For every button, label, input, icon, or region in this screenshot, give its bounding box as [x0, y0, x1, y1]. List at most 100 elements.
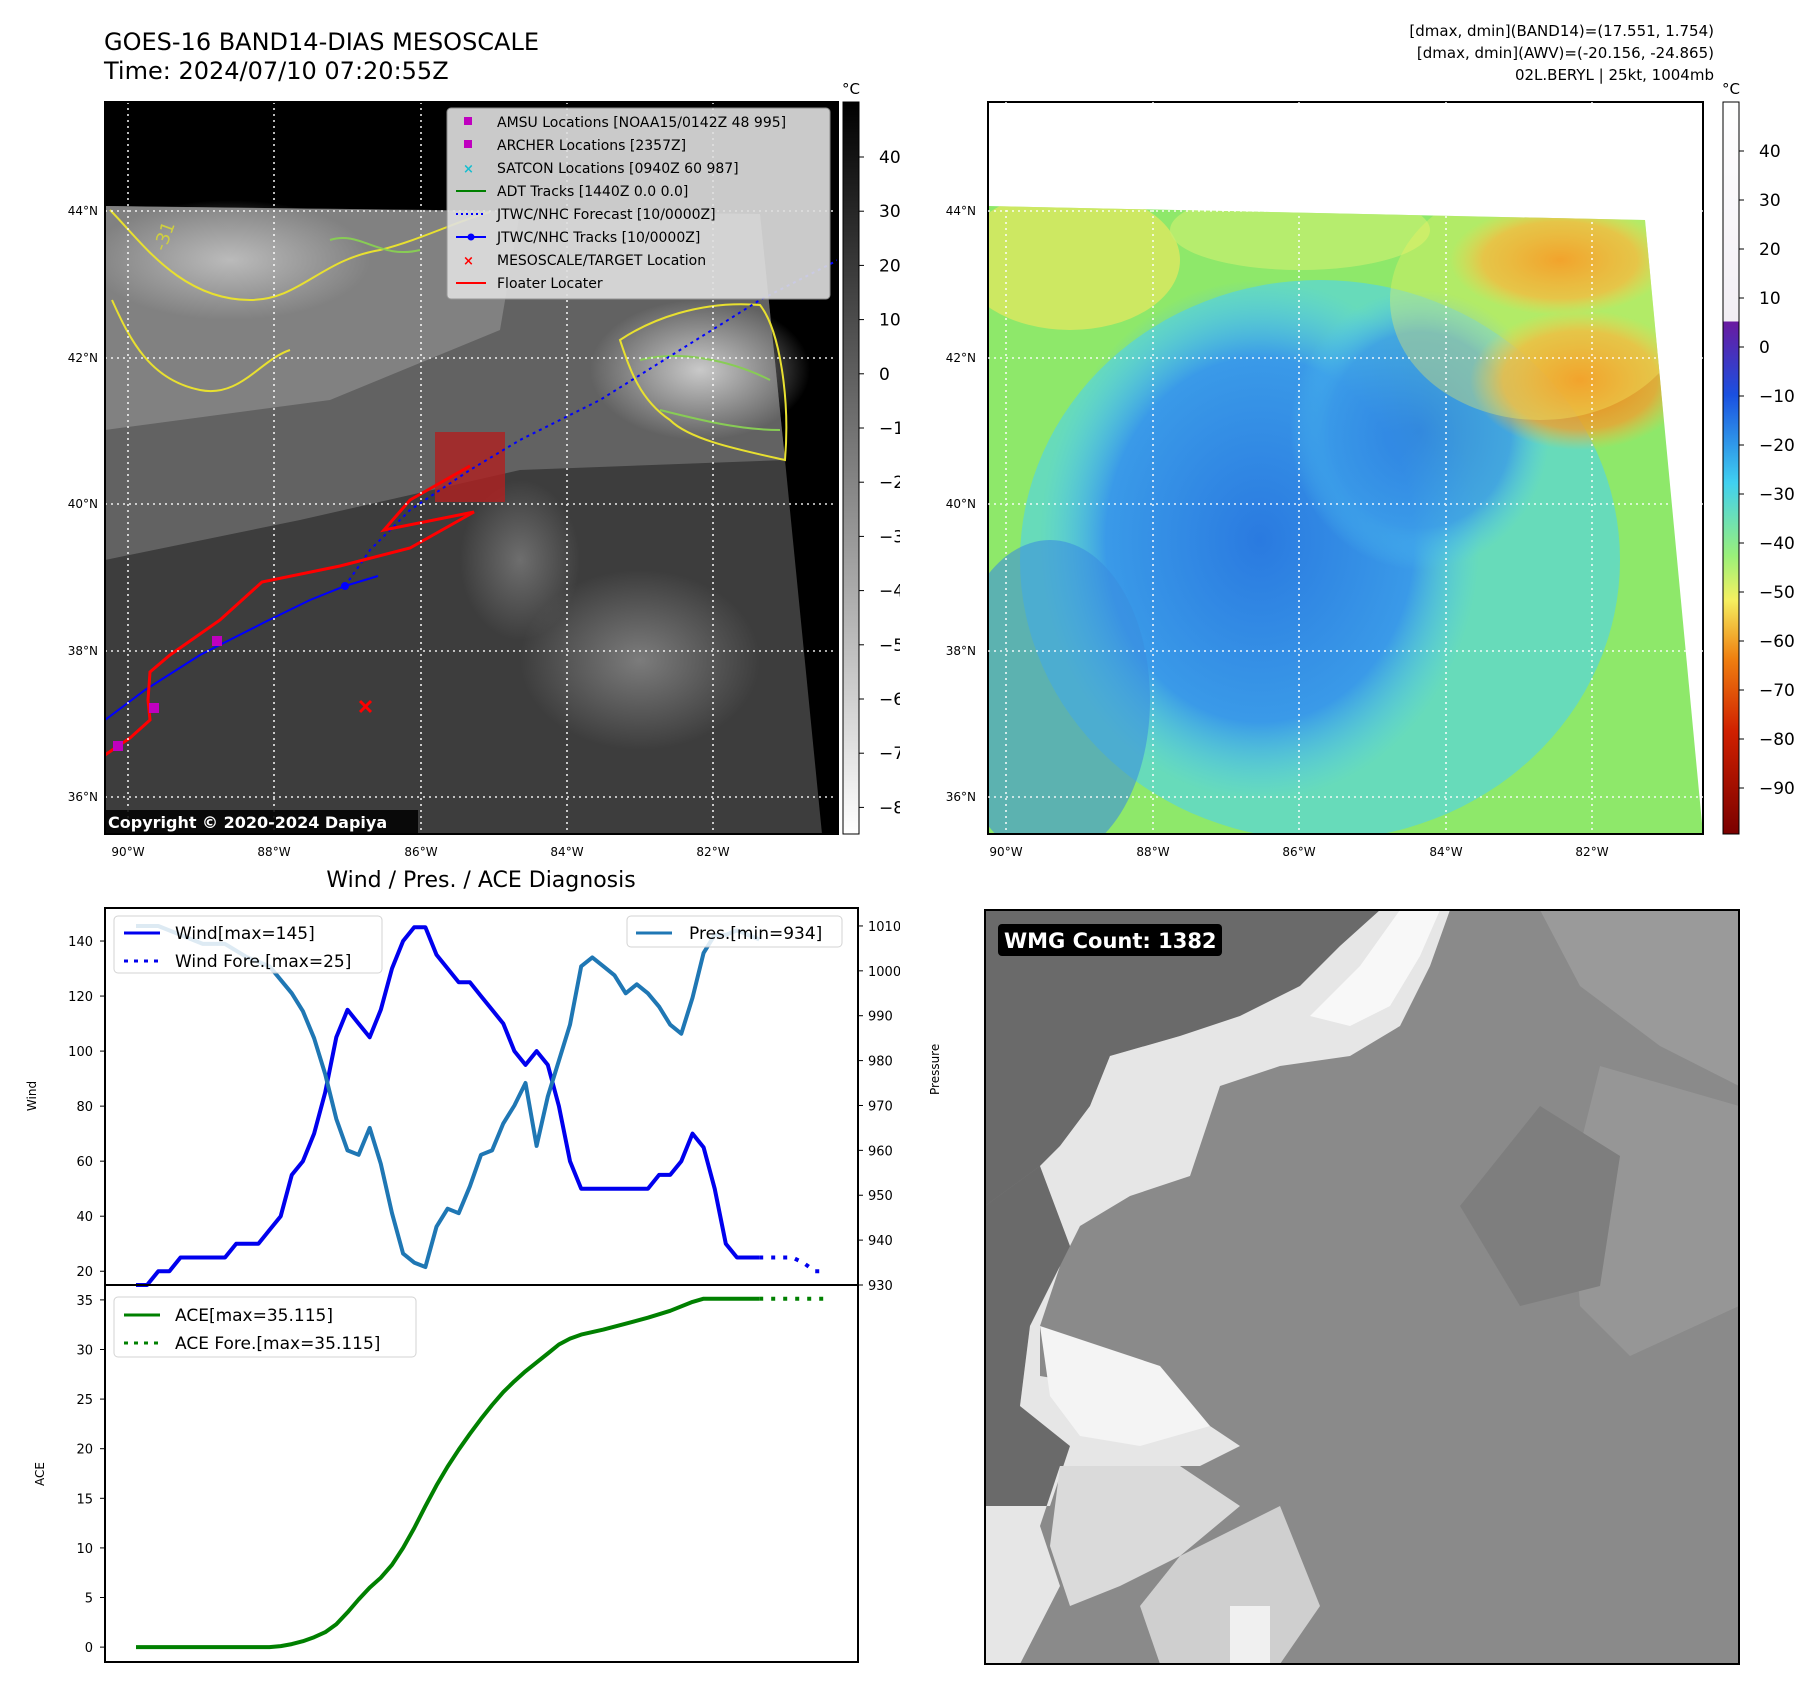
wv-colorbar-tick-label: −60 — [1759, 632, 1795, 652]
series-ace — [136, 1296, 760, 1650]
ir-colorbar-tick-label: −20 — [879, 473, 900, 493]
ace-ytick-label: 25 — [76, 1393, 93, 1408]
wind-ytick-label: 60 — [76, 1155, 93, 1170]
ace-ytick-label: 15 — [76, 1492, 93, 1507]
ir-colorbar-tick-label: −40 — [879, 582, 900, 602]
ir-colorbar-tick-label: 20 — [879, 256, 900, 276]
series-wind-fore — [759, 1255, 826, 1274]
ace-legend: ACE[max=35.115] ACE Fore.[max=35.115] — [113, 1296, 417, 1358]
wind-ytick-label: 120 — [68, 990, 93, 1005]
pres-ytick-label: 990 — [868, 1010, 893, 1025]
chart-title: Wind / Pres. / ACE Diagnosis — [326, 868, 635, 893]
wind-ytick-label: 40 — [76, 1210, 93, 1225]
ace-ytick-label: 10 — [76, 1542, 93, 1557]
jtwc-forecast — [344, 259, 838, 587]
ir-colorbar-tick-label: 30 — [879, 202, 900, 222]
wv-colorbar-tick-label: 40 — [1759, 142, 1781, 162]
pres-ytick-label: 1000 — [868, 965, 900, 980]
lat-label-38: 38°N — [68, 644, 98, 658]
wmg-panel: WMG Count: 1382 — [984, 909, 1740, 1665]
wmg-count-label: WMG Count: 1382 — [1004, 929, 1217, 953]
wv-colorbar-tick-label: −10 — [1759, 387, 1795, 407]
wind-ytick-label: 140 — [68, 935, 93, 950]
diagnosis-chart: Wind / Pres. / ACE Diagnosis 20406080100… — [25, 868, 900, 1663]
series-wind — [136, 925, 760, 1287]
wind-legend: Wind[max=145] Wind Fore.[max=25] — [113, 915, 383, 974]
ace-axis-label: ACE — [33, 1462, 47, 1486]
pres-ytick-label: 980 — [868, 1055, 893, 1070]
ir-colorbar-tick-label: 10 — [879, 311, 900, 331]
lon-label-82: 82°W — [696, 845, 729, 859]
copyright-label: Copyright © 2020-2024 Dapiya — [108, 813, 387, 832]
ir-map-panel: -31 Copyright © 2020-2024 Dapiya AMSU Lo… — [68, 80, 900, 859]
wv-colorbar — [1722, 101, 1740, 835]
lat-label-42: 42°N — [68, 351, 98, 365]
legend-satcon: SATCON Locations [0940Z 60 987] — [497, 161, 739, 177]
wv-lon-label-84: 84°W — [1429, 845, 1462, 859]
info-line-storm: 02L.BERYL | 25kt, 1004mb — [1514, 66, 1714, 84]
pres-ytick-label: 930 — [868, 1279, 893, 1294]
ir-colorbar-unit: °C — [842, 80, 860, 98]
pres-legend-label: Pres.[min=934] — [689, 924, 822, 944]
map-legend: AMSU Locations [NOAA15/0142Z 48 995] ARC… — [446, 107, 831, 300]
legend-jtwc-tracks: JTWC/NHC Tracks [10/0000Z] — [496, 230, 700, 246]
floater-track — [105, 464, 475, 757]
lat-label-44: 44°N — [68, 204, 98, 218]
wv-lat-label-42: 42°N — [946, 351, 976, 365]
wmg-image — [985, 910, 1739, 1664]
wv-lat-label-44: 44°N — [946, 204, 976, 218]
info-line-band14: [dmax, dmin](BAND14)=(17.551, 1.754) — [1409, 22, 1714, 40]
wv-colorbar-tick-label: 20 — [1759, 240, 1781, 260]
figure-time: Time: 2024/07/10 07:20:55Z — [104, 57, 449, 85]
lon-label-88: 88°W — [257, 845, 290, 859]
wv-colorbar-unit: °C — [1722, 80, 1740, 98]
ir-colorbar — [842, 101, 860, 835]
ace-ytick-label: 35 — [76, 1294, 93, 1309]
legend-archer: ARCHER Locations [2357Z] — [497, 138, 686, 154]
ir-colorbar-tick-label: 40 — [879, 148, 900, 168]
wv-colorbar-tick-label: −50 — [1759, 583, 1795, 603]
wind-ytick-label: 100 — [68, 1045, 93, 1060]
pres-ytick-label: 960 — [868, 1144, 893, 1159]
legend-jtwc-forecast: JTWC/NHC Forecast [10/0000Z] — [496, 207, 716, 223]
ace-ytick-label: 30 — [76, 1343, 93, 1358]
ir-colorbar-tick-label: 0 — [879, 365, 890, 385]
pres-ytick-label: 970 — [868, 1099, 893, 1114]
ace-ytick-label: 0 — [85, 1641, 93, 1656]
wv-colorbar-tick-label: 0 — [1759, 338, 1770, 358]
ace-ytick-label: 20 — [76, 1443, 93, 1458]
legend-adt: ADT Tracks [1440Z 0.0 0.0] — [497, 184, 688, 200]
target-location-marker — [358, 699, 373, 714]
wv-colorbar-tick-label: −90 — [1759, 779, 1795, 799]
series-pres — [136, 924, 760, 1269]
wv-colorbar-tick-label: −70 — [1759, 681, 1795, 701]
pres-legend: Pres.[min=934] — [626, 915, 843, 948]
wv-lon-label-86: 86°W — [1282, 845, 1315, 859]
pres-ytick-label: 950 — [868, 1189, 893, 1204]
pressure-axis-label: Pressure — [928, 1043, 942, 1095]
wind-axis-label: Wind — [25, 1081, 39, 1111]
ace-legend-fore: ACE Fore.[max=35.115] — [175, 1334, 380, 1354]
svg-text:×: × — [463, 162, 474, 177]
wv-colorbar-tick-label: −20 — [1759, 436, 1795, 456]
wv-lat-label-38: 38°N — [946, 644, 976, 658]
wv-colorbar-tick-label: −40 — [1759, 534, 1795, 554]
wv-image — [988, 206, 1703, 834]
wv-colorbar-tick-label: 10 — [1759, 289, 1781, 309]
wv-colorbar-tick-label: 30 — [1759, 191, 1781, 211]
ir-colorbar-tick-label: −80 — [879, 798, 900, 818]
info-line-awv: [dmax, dmin](AWV)=(-20.156, -24.865) — [1416, 44, 1714, 62]
svg-text:×: × — [463, 254, 474, 269]
ir-colorbar-tick-label: −10 — [879, 419, 900, 439]
ir-colorbar-tick-label: −50 — [879, 636, 900, 656]
wv-lat-label-36: 36°N — [946, 790, 976, 804]
wind-legend-obs: Wind[max=145] — [175, 924, 315, 944]
lon-label-90: 90°W — [111, 845, 144, 859]
wind-legend-fore: Wind Fore.[max=25] — [175, 952, 351, 972]
ir-colorbar-tick-label: −60 — [879, 690, 900, 710]
wv-lon-label-88: 88°W — [1136, 845, 1169, 859]
pres-ytick-label: 940 — [868, 1234, 893, 1249]
pres-ytick-label: 1010 — [868, 920, 900, 935]
legend-amsu: AMSU Locations [NOAA15/0142Z 48 995] — [497, 115, 786, 131]
wv-lat-label-40: 40°N — [946, 497, 976, 511]
